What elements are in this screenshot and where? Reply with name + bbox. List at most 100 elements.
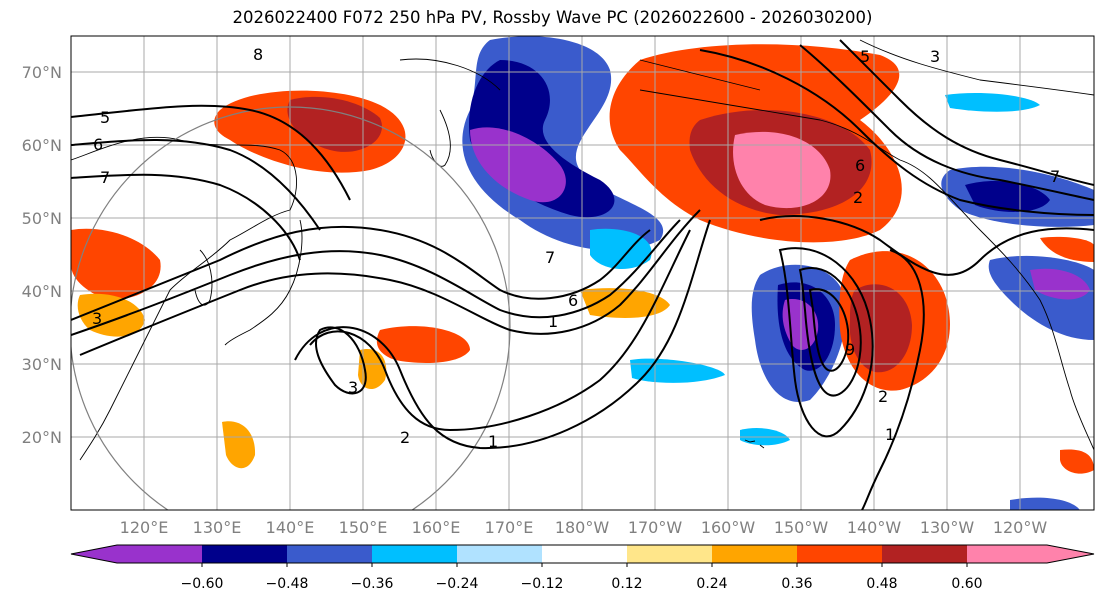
contour-line	[778, 247, 874, 438]
lon-label-140w: 140°W	[847, 518, 902, 537]
contour-label: 6	[93, 135, 103, 154]
colorbar-extend-high	[1047, 545, 1094, 563]
anomaly-weak-positive-west-pacific	[222, 421, 256, 469]
contour-line	[799, 44, 1094, 201]
latitude-labels: 70°N 60°N 50°N 40°N 30°N 20°N	[22, 63, 62, 447]
anomaly-negative-western-us-core	[1030, 268, 1090, 300]
contour-labels: 8 5 6 7 3 3 2 1 7 6 1 6 2 5 3 7 9 1 2	[92, 45, 1060, 451]
colorbar-bin-1	[117, 545, 202, 563]
coastline-hawaii	[744, 439, 765, 449]
anomaly-positive-northeast-asia-core	[287, 96, 382, 152]
contour-line	[71, 225, 651, 321]
coastline-alaska	[639, 89, 1094, 451]
reference-circle	[71, 106, 511, 510]
lon-label-170w: 170°W	[628, 518, 683, 537]
anomaly-weak-negative-arctic-canada	[945, 93, 1040, 112]
anomaly-negative-bering-center	[470, 127, 566, 203]
contour-line	[71, 139, 321, 231]
colorbar-label: −0.12	[521, 576, 564, 592]
contour-label: 5	[860, 47, 870, 66]
map-frame	[70, 35, 1095, 511]
contour-label: 5	[100, 108, 110, 127]
anomaly-negative-british-columbia-core	[965, 180, 1050, 212]
colorbar-bin-11	[967, 545, 1047, 563]
colorbar-bin-10	[882, 545, 967, 563]
coastline-japan	[224, 219, 303, 346]
coastline-kamchatka	[429, 109, 451, 167]
contour-line	[71, 104, 351, 201]
contour-label: 7	[1050, 167, 1060, 186]
contour-label: 2	[878, 387, 888, 406]
contour-label: 7	[100, 168, 110, 187]
lon-label-140e: 140°E	[266, 518, 315, 537]
lat-label-60: 60°N	[22, 136, 62, 155]
lat-label-30: 30°N	[22, 355, 62, 374]
contour-label: 7	[545, 248, 555, 267]
anomaly-positive-dateline	[580, 288, 670, 318]
contour-line	[839, 39, 1094, 186]
anomaly-weak-negative-mexico	[1010, 497, 1080, 510]
contour-line	[315, 326, 367, 395]
colorbar-label: 0.24	[696, 576, 727, 592]
colorbar-bin-6	[542, 545, 627, 563]
contour-line	[71, 219, 681, 336]
colorbar-bin-9	[797, 545, 882, 563]
pv-shading	[71, 36, 1094, 510]
contour-label: 2	[400, 428, 410, 447]
coastline-korea	[194, 249, 213, 306]
lat-label-40: 40°N	[22, 282, 62, 301]
anomaly-positive-mexico	[1060, 449, 1094, 474]
contour-line	[294, 219, 711, 450]
lon-label-120e: 120°E	[120, 518, 169, 537]
colorbar-outline	[70, 544, 1095, 564]
coastline-canada	[859, 39, 1094, 96]
contour-line	[798, 267, 862, 397]
colorbar-label: 0.60	[951, 576, 982, 592]
colorbar-bin-2	[202, 545, 287, 563]
contour-label: 6	[568, 291, 578, 310]
anomaly-positive-subtropical	[376, 326, 470, 363]
lon-label-130w: 130°W	[920, 518, 975, 537]
contour-line	[79, 209, 701, 356]
anomaly-positive-gulf-of-alaska-center	[733, 131, 831, 209]
map-title: 2026022400 F072 250 hPa PV, Rossby Wave …	[232, 8, 873, 27]
contour-line	[759, 215, 1094, 276]
contour-label: 1	[488, 432, 498, 451]
contour-label: 2	[853, 188, 863, 207]
contour-label: 1	[548, 312, 558, 331]
colorbar-label: −0.24	[436, 576, 479, 592]
colorbar-extend-low	[71, 545, 117, 563]
colorbar: −0.60 −0.48 −0.36 −0.24 −0.12 0.12 0.24 …	[70, 544, 1095, 592]
anomaly-weak-negative-bonin	[630, 358, 725, 383]
colorbar-label: −0.60	[181, 576, 224, 592]
lon-label-160e: 160°E	[412, 518, 461, 537]
contour-line	[808, 288, 850, 372]
lon-label-180: 180°W	[555, 518, 610, 537]
contour-label: 6	[855, 156, 865, 175]
contour-label: 8	[253, 45, 263, 64]
anomaly-weak-negative-bering	[590, 228, 652, 270]
contour-line	[309, 229, 691, 432]
anomaly-weak-positive-subtropical	[358, 349, 387, 390]
lat-label-50: 50°N	[22, 209, 62, 228]
longitude-labels: 120°E 130°E 140°E 150°E 160°E 170°E 180°…	[120, 518, 1048, 537]
colorbar-label: −0.36	[351, 576, 394, 592]
lon-label-120w: 120°W	[993, 518, 1048, 537]
colorbar-bin-3	[287, 545, 372, 563]
contour-label: 3	[92, 309, 102, 328]
lon-label-150e: 150°E	[339, 518, 388, 537]
lon-label-170e: 170°E	[485, 518, 534, 537]
lat-label-20: 20°N	[22, 428, 62, 447]
pv-contours	[71, 39, 1094, 510]
coastline-bering	[399, 58, 761, 91]
contour-label: 3	[930, 47, 940, 66]
contour-label: 1	[885, 425, 895, 444]
colorbar-bin-4	[372, 545, 457, 563]
lon-label-130e: 130°E	[193, 518, 242, 537]
contour-line	[71, 173, 301, 261]
colorbar-bin-5	[457, 545, 542, 563]
colorbar-label: 0.12	[611, 576, 642, 592]
colorbar-bin-7	[627, 545, 712, 563]
contour-label: 3	[348, 378, 358, 397]
